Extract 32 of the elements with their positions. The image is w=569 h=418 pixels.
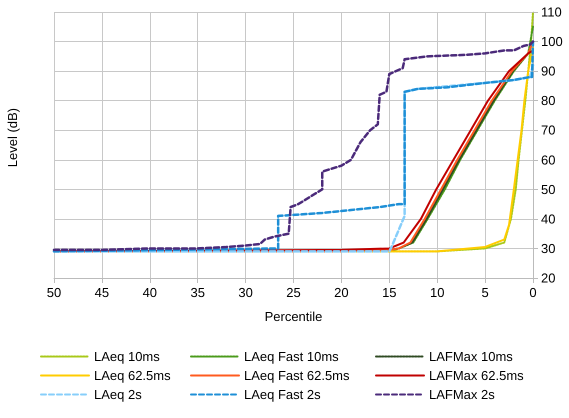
legend-label: LAeq Fast 10ms bbox=[244, 349, 340, 364]
legend-label: LAeq Fast 62.5ms bbox=[244, 368, 350, 383]
y-tick-label: 60 bbox=[541, 152, 556, 168]
legend-label: LAFMax 2s bbox=[429, 387, 496, 402]
legend-label: LAeq Fast 2s bbox=[244, 387, 322, 402]
x-tick-label: 5 bbox=[481, 285, 489, 300]
x-axis-title: Percentile bbox=[264, 309, 322, 324]
y-tick-label: 30 bbox=[541, 240, 556, 256]
y-tick-label: 100 bbox=[541, 34, 563, 50]
y-tick-label: 50 bbox=[541, 182, 556, 197]
y-tick-label: 20 bbox=[541, 270, 556, 286]
x-tick-label: 25 bbox=[286, 285, 301, 300]
legend-label: LAeq 2s bbox=[94, 387, 142, 402]
legend-label: LAFMax 10ms bbox=[429, 349, 514, 364]
legend-label: LAFMax 62.5ms bbox=[429, 368, 524, 383]
y-tick-label: 70 bbox=[541, 122, 556, 138]
x-tick-label: 0 bbox=[529, 285, 537, 300]
y-axis-title: Level (dB) bbox=[5, 108, 20, 168]
legend-label: LAeq 10ms bbox=[94, 349, 160, 364]
y-tick-label: 40 bbox=[541, 211, 556, 226]
x-tick-label: 20 bbox=[334, 285, 349, 300]
x-tick-label: 10 bbox=[430, 285, 444, 300]
y-tick-label: 110 bbox=[541, 4, 562, 20]
y-tick-label: 80 bbox=[541, 93, 556, 108]
x-tick-label: 45 bbox=[94, 285, 110, 300]
x-tick-label: 40 bbox=[142, 285, 158, 300]
legend-label: LAeq 62.5ms bbox=[94, 368, 172, 383]
y-tick-label: 90 bbox=[541, 64, 556, 79]
x-tick-label: 15 bbox=[382, 285, 397, 300]
x-tick-label: 30 bbox=[238, 285, 253, 300]
x-tick-label: 50 bbox=[46, 285, 62, 300]
x-tick-label: 35 bbox=[190, 285, 205, 300]
